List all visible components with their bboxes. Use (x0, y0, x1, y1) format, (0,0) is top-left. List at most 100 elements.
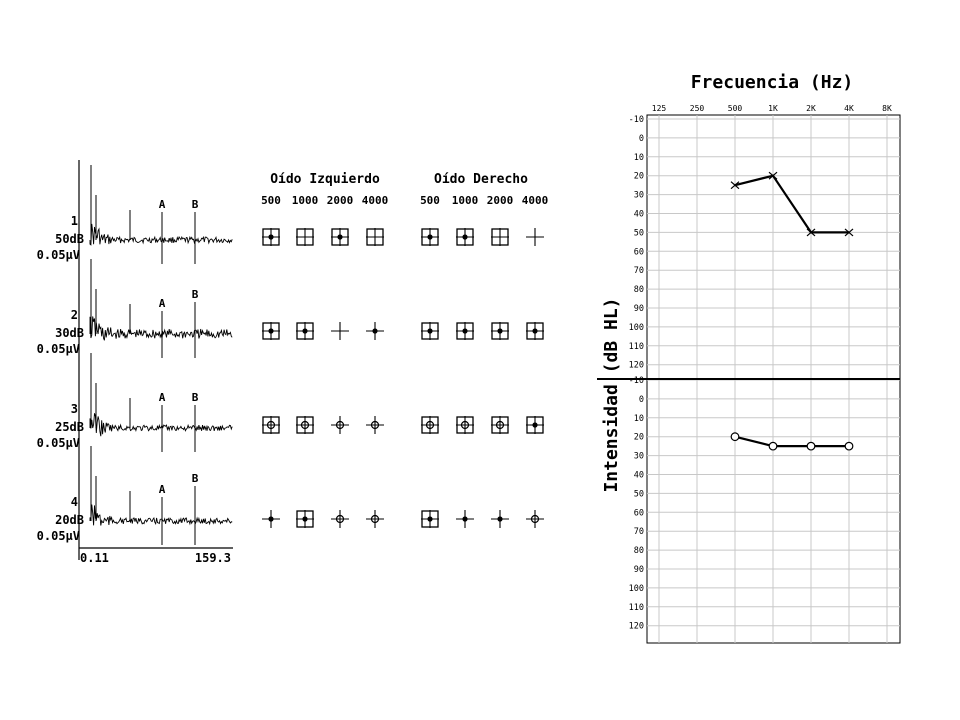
symbol-dot (268, 234, 274, 240)
symbol-dot (337, 234, 343, 240)
intensity-tick-label: 80 (634, 285, 644, 295)
data-point-x (844, 228, 854, 237)
response-symbol-box-dot (296, 322, 314, 340)
response-symbol-box-circle (421, 416, 439, 434)
intensity-tick-label: -10 (629, 115, 644, 125)
response-symbol-box-dot (421, 510, 439, 528)
intensity-tick-label: 80 (634, 546, 644, 556)
symbol-dot (427, 516, 433, 522)
frequency-tick-label: 4K (844, 104, 854, 113)
marker-stroke (768, 171, 778, 180)
frequency-column-label: 1000 (452, 194, 479, 207)
waveform-trace (89, 223, 233, 246)
marker-label-a: A (159, 297, 166, 310)
response-symbol-box-dot (421, 322, 439, 340)
trace-level: 25dB (55, 420, 84, 434)
group-header: Oído Izquierdo (270, 172, 380, 187)
symbol-dot (427, 234, 433, 240)
response-symbol-box-circle (456, 416, 474, 434)
data-point-x (768, 171, 778, 180)
intensity-tick-label: 20 (634, 433, 644, 443)
x-tick-label: 0.11 (80, 551, 109, 565)
trace-scale: 0.05µV (37, 248, 80, 262)
intensity-tick-label: 60 (634, 247, 644, 257)
frequency-column-label: 500 (420, 194, 440, 207)
data-point-o (806, 441, 816, 451)
symbol-dot (268, 516, 274, 522)
frequency-tick-label: 1K (768, 104, 778, 113)
intensity-tick-label: 10 (634, 414, 644, 424)
symbol-circle (300, 420, 310, 430)
symbol-circle (425, 420, 435, 430)
response-table: Oído Izquierdo Oído Derecho 500 1000 2000 400… (261, 172, 548, 528)
response-symbol-cross-circle (331, 510, 349, 528)
response-symbol-box-dot (296, 510, 314, 528)
trace-scale: 0.05µV (37, 436, 80, 450)
response-symbol-box-dot (262, 322, 280, 340)
marker-label-a: A (159, 198, 166, 211)
symbol-dot (532, 328, 538, 334)
response-symbol-box (491, 228, 509, 246)
frequency-tick-label: 125 (652, 104, 667, 113)
symbol-circle (335, 420, 345, 430)
intensity-tick-label: 40 (634, 210, 644, 220)
intensity-tick-label: 110 (629, 603, 644, 613)
intensity-tick-label: 30 (634, 452, 644, 462)
audiogram-title: Frecuencia (Hz) (691, 72, 854, 93)
response-symbol-box-dot (491, 322, 509, 340)
symbol-circle (370, 514, 380, 524)
frequency-tick-label: 2K (806, 104, 816, 113)
symbol-circle (266, 420, 276, 430)
data-point-x (806, 228, 816, 237)
waveform-trace (89, 413, 233, 437)
symbol-dot (532, 422, 538, 428)
intensity-tick-label: 40 (634, 471, 644, 481)
symbol-circle (530, 514, 540, 524)
intensity-tick-label: 60 (634, 508, 644, 518)
intensity-tick-label: 120 (629, 361, 644, 371)
symbol-dot (427, 328, 433, 334)
trace-scale: 0.05µV (37, 342, 80, 356)
data-point-x (730, 181, 740, 190)
frequency-column-label: 500 (261, 194, 281, 207)
frequency-tick-label: 8K (882, 104, 892, 113)
intensity-tick-label: 0 (639, 134, 644, 144)
symbol-dot (302, 328, 308, 334)
response-symbol-box (296, 228, 314, 246)
waveform-trace (89, 504, 233, 526)
response-symbol-box-circle (491, 416, 509, 434)
symbol-circle (460, 420, 470, 430)
symbol-dot (268, 328, 274, 334)
frequency-column-label: 2000 (327, 194, 354, 207)
symbol-dot (372, 328, 378, 334)
marker-stroke (806, 228, 816, 237)
marker-label-a: A (159, 483, 166, 496)
threshold-series-line (734, 174, 849, 234)
data-point-o (768, 441, 778, 451)
marker-stroke (844, 228, 854, 237)
response-symbol-cross (331, 322, 349, 340)
audiogram-chart: Frecuencia (Hz) Intensidad (dB HL) 125 250 5… (597, 72, 901, 644)
response-symbol-box-dot (262, 228, 280, 246)
waveform-trace (89, 316, 233, 341)
symbol-circle (335, 514, 345, 524)
frequency-column-label: 1000 (292, 194, 319, 207)
response-symbol-cross-dot (491, 510, 509, 528)
intensity-tick-label: 50 (634, 228, 644, 238)
frequency-column-label: 2000 (487, 194, 514, 207)
response-symbol-box-dot (331, 228, 349, 246)
abr-waveform-chart: 1 50dB 0.05µV A B 2 30dB 0.05µV A B 3 25dB 0.05µV A B 4… (37, 160, 233, 565)
trace-index: 1 (71, 214, 78, 228)
symbol-dot (462, 328, 468, 334)
trace-index: 2 (71, 308, 78, 322)
response-symbol-box-dot (526, 322, 544, 340)
frequency-tick-label: 250 (690, 104, 705, 113)
response-symbol-cross-dot (262, 510, 280, 528)
data-point-o (730, 432, 740, 442)
response-symbol-cross-circle (366, 416, 384, 434)
marker-label-b: B (192, 391, 199, 404)
frequency-column-label: 4000 (362, 194, 389, 207)
threshold-series-line (734, 435, 849, 448)
marker-label-a: A (159, 391, 166, 404)
